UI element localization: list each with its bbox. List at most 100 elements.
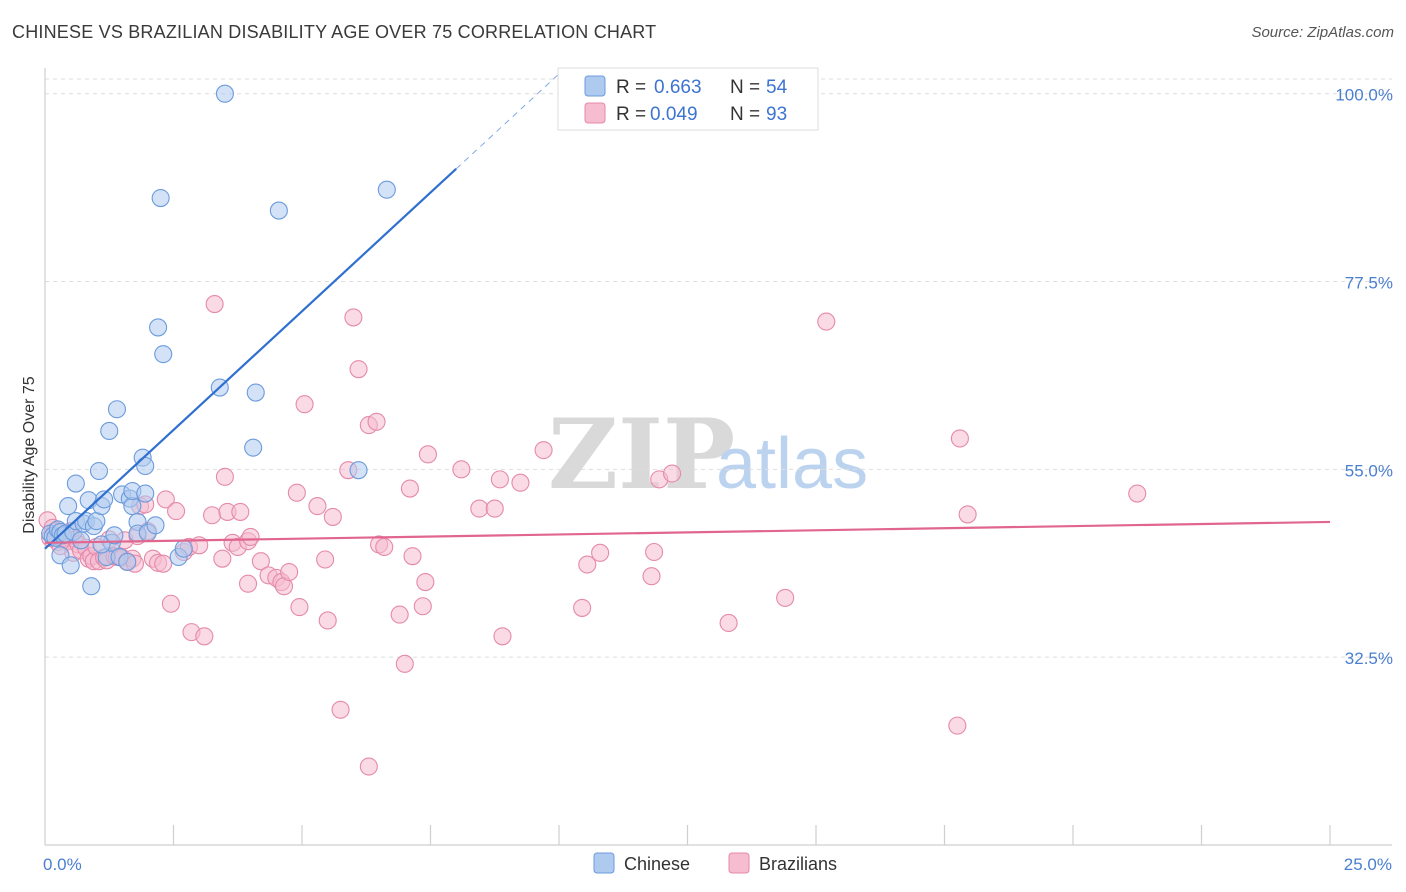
- chinese-point: [82, 577, 101, 596]
- chinese-point: [89, 461, 109, 481]
- brazilian-point: [1128, 484, 1147, 503]
- brazilian-point: [485, 499, 504, 518]
- brazilian-point: [167, 502, 186, 521]
- chinese-trend-line: [44, 168, 457, 550]
- chinese-point: [123, 497, 142, 516]
- chinese-point: [61, 556, 80, 575]
- brazilian-point: [390, 605, 409, 624]
- brazilian-point: [375, 537, 394, 557]
- brazilian-point: [323, 507, 342, 526]
- brazilian-point: [958, 505, 977, 524]
- chinese-points: [41, 84, 396, 596]
- brazilian-point: [817, 312, 836, 331]
- axes: [44, 68, 1392, 846]
- series-legend: Chinese Brazilians: [593, 852, 837, 874]
- brazilian-point: [642, 567, 661, 586]
- brazilian-point: [490, 470, 509, 489]
- chinese-point: [107, 400, 127, 419]
- brazilian-point: [161, 594, 180, 613]
- brazilian-point: [719, 613, 738, 632]
- chinese-point: [95, 490, 114, 509]
- brazilian-point: [318, 611, 337, 630]
- bottom-legend-swatch-chinese: [593, 852, 615, 874]
- brazilian-point: [403, 547, 422, 566]
- brazilian-point: [416, 572, 435, 592]
- chinese-point: [244, 438, 263, 457]
- legend-swatch-chinese: [584, 75, 606, 97]
- chinese-point: [66, 474, 85, 493]
- brazilian-point: [591, 543, 610, 562]
- chinese-point: [100, 421, 119, 440]
- source-label: Source: ZipAtlas.com: [1251, 24, 1394, 41]
- y-tick-label: 32.5%: [1345, 649, 1393, 668]
- brazilian-point: [349, 360, 368, 379]
- brazilian-point: [776, 588, 795, 607]
- brazilians-points: [38, 295, 1147, 776]
- trend-lines: [44, 73, 1331, 550]
- brazilian-point: [511, 473, 530, 492]
- brazilian-point: [231, 502, 250, 521]
- brazilian-point: [344, 308, 363, 327]
- brazilian-point: [287, 483, 306, 502]
- chinese-point: [269, 201, 288, 220]
- y-tick-label: 55.0%: [1345, 461, 1393, 480]
- bottom-legend-swatch-brazilians: [728, 852, 750, 874]
- brazilian-point: [950, 429, 969, 448]
- brazilian-point: [948, 716, 967, 735]
- chinese-point: [215, 84, 234, 103]
- brazilian-point: [470, 499, 489, 518]
- brazilian-point: [645, 542, 664, 562]
- x-tick-label-min: 0.0%: [43, 855, 82, 874]
- brazilian-point: [452, 460, 471, 479]
- brazilian-point: [578, 555, 597, 574]
- brazilian-point: [316, 550, 335, 569]
- brazilian-point: [203, 506, 222, 525]
- chart-title: CHINESE VS BRAZILIAN DISABILITY AGE OVER…: [12, 22, 657, 42]
- brazilian-point: [205, 295, 224, 314]
- chinese-point: [136, 484, 155, 503]
- chinese-point: [71, 531, 91, 550]
- brazilian-point: [154, 554, 173, 573]
- brazilian-point: [195, 627, 214, 646]
- brazilian-point: [280, 562, 299, 582]
- y-tick-label: 77.5%: [1345, 274, 1393, 293]
- brazilian-point: [290, 598, 309, 617]
- brazilian-trend-line: [44, 520, 1331, 544]
- x-tick-label-max: 25.0%: [1344, 855, 1392, 874]
- brazilian-point: [215, 467, 234, 486]
- y-axis-label: Disability Age Over 75: [21, 376, 38, 534]
- legend-n-label-chinese: N =: [730, 77, 760, 98]
- chinese-point: [105, 526, 124, 545]
- legend-n-value-brazilians: 93: [766, 104, 787, 125]
- brazilian-point: [367, 412, 386, 431]
- chinese-point: [151, 188, 170, 208]
- bottom-legend-label-brazilians: Brazilians: [759, 854, 837, 874]
- brazilian-point: [534, 441, 553, 460]
- chinese-point: [59, 497, 78, 516]
- chinese-point: [87, 512, 106, 531]
- chinese-point: [136, 456, 155, 476]
- watermark-atlas: atlas: [716, 424, 868, 504]
- brazilian-point: [308, 497, 327, 516]
- x-tick-marks: [172, 825, 1331, 845]
- brazilian-point: [493, 627, 512, 646]
- brazilian-point: [241, 527, 260, 547]
- y-tick-labels: 32.5% 55.0% 77.5% 100.0%: [1335, 86, 1393, 668]
- brazilian-point: [331, 700, 350, 719]
- chinese-point: [154, 345, 173, 364]
- chinese-point: [92, 535, 111, 554]
- legend-r-label-brazilians: R =: [616, 104, 646, 125]
- legend-n-label-brazilians: N =: [730, 104, 760, 125]
- legend-r-value-brazilians: 0.049: [650, 104, 698, 125]
- legend-r-label-chinese: R =: [616, 77, 646, 98]
- chinese-point: [174, 539, 193, 558]
- chinese-trend-extension: [455, 73, 560, 170]
- chinese-point: [118, 552, 137, 572]
- chinese-point: [377, 180, 396, 199]
- legend-r-value-chinese: 0.663: [654, 77, 702, 98]
- brazilian-point: [251, 552, 270, 571]
- brazilian-point: [156, 490, 175, 509]
- chinese-point: [149, 318, 168, 337]
- correlation-legend: R = 0.663 N = 54 R = 0.049 N = 93: [557, 67, 819, 131]
